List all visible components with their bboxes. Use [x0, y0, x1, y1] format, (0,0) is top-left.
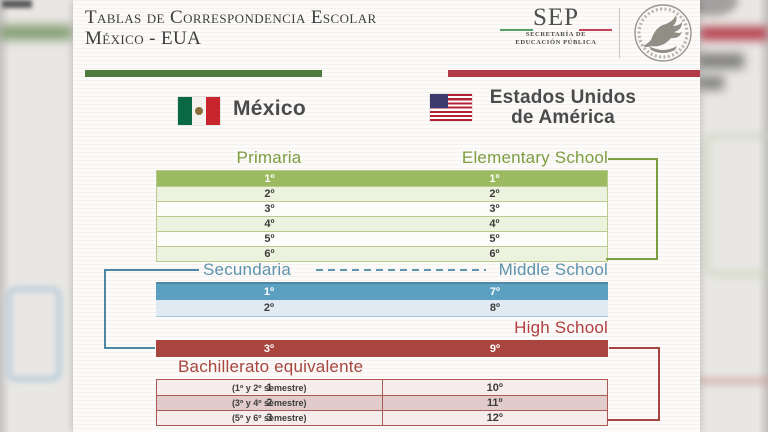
grade-cell-mx: 4º [264, 218, 275, 230]
grade-cell-us: 8º [489, 302, 501, 314]
usa-label-line-1: Estados Unidos [489, 87, 637, 108]
semester-detail: (5º y 6º semestre) [231, 413, 307, 423]
grade-cell-us: 10º [486, 381, 503, 394]
sep-secretariat-line-1: SECRETARÍA DE [525, 31, 587, 38]
high-school-label: High School [514, 318, 608, 337]
grade-cell-us: 9º [489, 342, 501, 355]
sep-acronym: SEP [532, 4, 580, 31]
mexico-column-header: México [233, 97, 306, 120]
grade-cell-mx: 5º [264, 233, 275, 245]
grade-cell-us: 6º [489, 248, 500, 260]
grade-cell-mx: 3º [264, 203, 275, 215]
table-row: 3º 9º [156, 340, 608, 357]
mexico-flag-emblem [195, 107, 203, 115]
sep-red-rule [579, 29, 612, 31]
grade-cell-us: 11º [486, 397, 503, 409]
bachillerato-label: Bachillerato equivalente [178, 357, 364, 376]
elementary-school-label: Elementary School [461, 148, 608, 167]
background-blur-text [698, 76, 724, 90]
grade-cell-mx: 3º [263, 342, 275, 355]
grade-cell-mx: 2º [264, 188, 275, 200]
green-accent-bar [85, 70, 322, 77]
grade-cell-us: 4º [489, 218, 500, 230]
background-blur-green-outline [704, 133, 768, 277]
usa-label-line-2: de América [511, 107, 615, 128]
grade-number: 3 [266, 412, 273, 424]
usa-flag-canton [430, 94, 448, 108]
sep-secretariat-line-2: EDUCACIÓN PÚBLICA [515, 39, 597, 46]
grade-cell-mx: 3 (5º y 6º semestre) [157, 411, 383, 425]
grade-cell-us: 12º [486, 412, 503, 424]
primaria-label: Primaria [236, 148, 302, 167]
right-edge-shadow [758, 0, 768, 432]
table-row: 1º 1º [157, 171, 607, 186]
page-title: Tablas de Correspondencia Escolar México… [85, 7, 485, 49]
background-blur-bar [2, 0, 32, 8]
red-accent-bar [448, 70, 700, 77]
grade-cell-mx: 1 (1º y 2º semestre) [157, 380, 383, 395]
background-blur-green-band [0, 25, 72, 40]
semester-detail: (3º y 4º semestre) [231, 398, 307, 408]
background-blur-red-bracket [698, 378, 768, 432]
middle-school-label: Middle School [498, 260, 608, 279]
background-blur-blue-outline [6, 286, 62, 382]
secundaria-table: 1º 7º 2º 8º [156, 282, 608, 317]
grade-cell-mx: 2 (3º y 4º semestre) [157, 396, 383, 410]
left-edge-shadow [0, 0, 10, 432]
logo-divider [619, 8, 620, 58]
background-blur-text [698, 53, 744, 69]
mexican-coat-of-arms-icon [634, 4, 692, 62]
high-school-row: 3º 9º [156, 340, 608, 357]
grade-cell-mx: 6º [264, 248, 275, 260]
title-line-1: Tablas de Correspondencia Escolar [85, 7, 377, 28]
grade-number: 2 [266, 397, 273, 409]
table-row: 6º 6º [157, 246, 607, 261]
grade-number: 1 [266, 381, 273, 394]
bachillerato-table: 1 (1º y 2º semestre) 10º 2 (3º y 4º seme… [156, 379, 608, 426]
table-row: 1º 7º [156, 284, 608, 300]
grade-cell-us: 5º [489, 233, 500, 245]
primaria-table: 1º 1º 2º 2º 3º 3º 4º 4º 5º 5º 6º 6º [156, 170, 608, 262]
sep-green-rule [500, 29, 533, 31]
grade-cell-us: 1º [489, 172, 500, 185]
table-row: 2º 2º [157, 186, 607, 201]
usa-flag-icon [430, 94, 472, 121]
sep-logo: SEP SECRETARÍA DE EDUCACIÓN PÚBLICA [493, 4, 619, 47]
grade-cell-mx: 1º [264, 172, 275, 185]
table-row: 1 (1º y 2º semestre) 10º [157, 380, 607, 395]
grade-cell-us: 3º [489, 203, 500, 215]
mexico-flag-icon [178, 97, 220, 125]
secundaria-label: Secundaria [203, 260, 292, 279]
usa-column-header: Estados Unidos de América [477, 88, 649, 128]
table-row: 2 (3º y 4º semestre) 11º [157, 395, 607, 410]
semester-detail: (1º y 2º semestre) [231, 382, 307, 393]
table-row: 3º 3º [157, 201, 607, 216]
table-row: 3 (5º y 6º semestre) 12º [157, 410, 607, 425]
grade-cell-us: 2º [489, 188, 500, 200]
table-row: 5º 5º [157, 231, 607, 246]
grade-cell-mx: 2º [263, 302, 275, 314]
grade-cell-us: 7º [489, 286, 501, 298]
table-row: 4º 4º [157, 216, 607, 231]
title-line-2: México - EUA [85, 28, 202, 49]
table-row: 2º 8º [156, 300, 608, 316]
grade-cell-mx: 1º [263, 286, 275, 298]
slide: Tablas de Correspondencia Escolar México… [73, 0, 700, 432]
background-blur-red-band [700, 27, 768, 40]
